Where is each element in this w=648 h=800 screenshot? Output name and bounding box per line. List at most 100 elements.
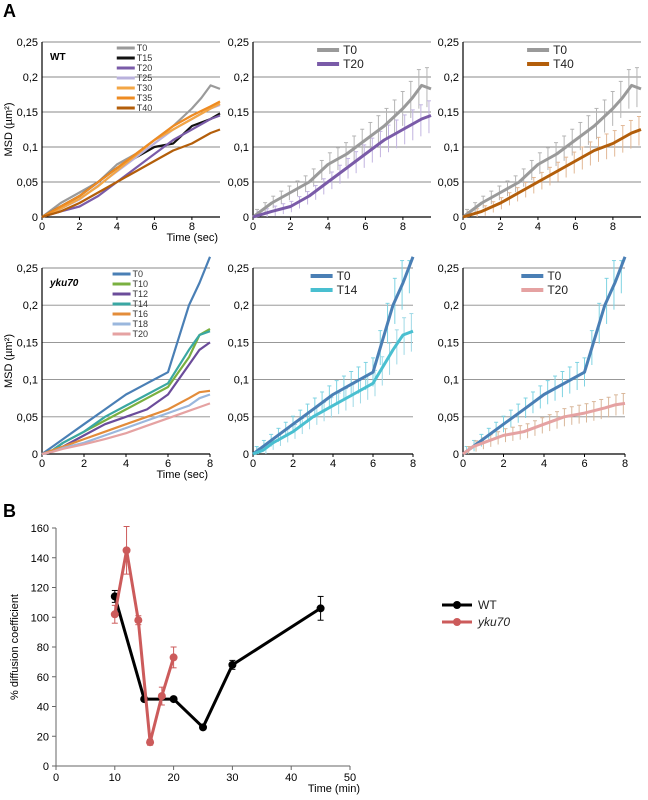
- legend-label: T20: [547, 283, 568, 297]
- legend-label: T0: [553, 43, 567, 57]
- legend-label: T15: [137, 53, 153, 63]
- x-tick-label: 6: [151, 221, 157, 233]
- x-tick-label: 10: [109, 772, 121, 784]
- series-line-t40: [462, 128, 642, 219]
- y-tick-label: 160: [31, 523, 49, 535]
- x-tick-label: 0: [250, 221, 256, 233]
- y-axis-label: MSD (µm²): [3, 334, 15, 388]
- series-line-t20: [462, 401, 626, 456]
- y-tick-label: 0,1: [444, 375, 459, 387]
- legend-label: yku70: [477, 615, 510, 629]
- series-line-t14: [41, 330, 211, 456]
- x-tick-label: 0: [53, 772, 59, 784]
- x-tick-label: 20: [167, 772, 179, 784]
- legend-label: T20: [343, 57, 364, 71]
- y-tick-label: 40: [37, 702, 49, 714]
- y-tick-label: 0,05: [228, 177, 249, 189]
- x-tick-label: 30: [226, 772, 238, 784]
- y-tick-label: 60: [37, 672, 49, 684]
- x-tick-label: 8: [189, 221, 195, 233]
- x-tick-label: 2: [76, 221, 82, 233]
- series-line-t0: [41, 256, 212, 455]
- x-tick-label: 2: [287, 221, 293, 233]
- legend-label: WT: [478, 598, 497, 612]
- x-axis-label: Time (min): [308, 783, 360, 795]
- y-tick-label: 0,1: [444, 142, 459, 154]
- legend-marker: [453, 601, 461, 609]
- x-tick-label: 4: [114, 221, 120, 233]
- x-tick-label: 8: [410, 458, 416, 470]
- legend-label: T10: [133, 279, 149, 289]
- series-line-t0: [462, 83, 642, 219]
- series-line-t0: [41, 84, 221, 218]
- series-line-t0: [462, 256, 627, 456]
- y-tick-label: 0,2: [444, 300, 459, 312]
- x-axis-label: Time (sec): [156, 469, 208, 481]
- x-tick-label: 4: [541, 458, 547, 470]
- legend-label: T18: [133, 319, 149, 329]
- x-tick-label: 0: [460, 221, 466, 233]
- series-line-t40: [41, 128, 221, 219]
- x-tick-label: 4: [325, 221, 331, 233]
- x-tick-label: 8: [400, 221, 406, 233]
- series-line-t0: [252, 83, 432, 219]
- x-tick-label: 8: [207, 458, 213, 470]
- series-line-t14: [252, 329, 414, 456]
- y-tick-label: 120: [31, 583, 49, 595]
- strain-label: yku70: [49, 278, 79, 289]
- y-tick-label: 0,1: [234, 142, 249, 154]
- x-tick-label: 0: [39, 458, 45, 470]
- legend-label: T0: [547, 269, 561, 283]
- y-tick-label: 0,05: [228, 412, 249, 424]
- y-tick-label: 0: [243, 449, 249, 461]
- legend-label: T14: [133, 299, 149, 309]
- series-line-t35: [41, 100, 221, 218]
- y-axis-label: MSD (µm²): [3, 103, 15, 157]
- x-tick-label: 6: [581, 458, 587, 470]
- legend-label: T14: [337, 283, 358, 297]
- legend-label: T20: [137, 63, 153, 73]
- y-tick-label: 0,15: [17, 337, 38, 349]
- panel-label-a: A: [3, 1, 16, 21]
- data-point: [134, 616, 143, 625]
- x-tick-label: 2: [290, 458, 296, 470]
- legend-label: T12: [133, 289, 149, 299]
- y-tick-label: 0: [43, 761, 49, 773]
- legend-label: T0: [343, 43, 357, 57]
- legend-label: T0: [137, 43, 148, 53]
- legend-label: T20: [133, 329, 149, 339]
- y-tick-label: 0,1: [23, 375, 38, 387]
- y-tick-label: 0,25: [17, 263, 38, 275]
- y-tick-label: 20: [37, 731, 49, 743]
- y-tick-label: 0,2: [234, 72, 249, 84]
- panel-label-b: B: [3, 501, 16, 521]
- legend-label: T0: [337, 269, 351, 283]
- legend-label: T40: [553, 57, 574, 71]
- y-tick-label: 0,25: [17, 37, 38, 49]
- data-point: [157, 692, 166, 701]
- y-tick-label: 0,15: [438, 107, 459, 119]
- series-line-t25: [41, 103, 221, 219]
- x-tick-label: 4: [330, 458, 336, 470]
- data-point: [228, 660, 237, 669]
- data-point: [316, 604, 325, 613]
- y-tick-label: 0,05: [438, 412, 459, 424]
- y-tick-label: 0,1: [23, 142, 38, 154]
- y-tick-label: 0,2: [23, 72, 38, 84]
- y-tick-label: 0,15: [228, 107, 249, 119]
- legend-label: T25: [137, 73, 153, 83]
- legend-label: T0: [133, 269, 144, 279]
- y-tick-label: 100: [31, 612, 49, 624]
- x-tick-label: 6: [572, 221, 578, 233]
- data-point: [169, 653, 178, 662]
- y-tick-label: 0,15: [228, 337, 249, 349]
- legend-label: T40: [137, 103, 153, 113]
- y-tick-label: 0,2: [444, 72, 459, 84]
- series-line-yku70: [113, 548, 176, 744]
- series-line-t0: [252, 256, 415, 456]
- x-tick-label: 6: [370, 458, 376, 470]
